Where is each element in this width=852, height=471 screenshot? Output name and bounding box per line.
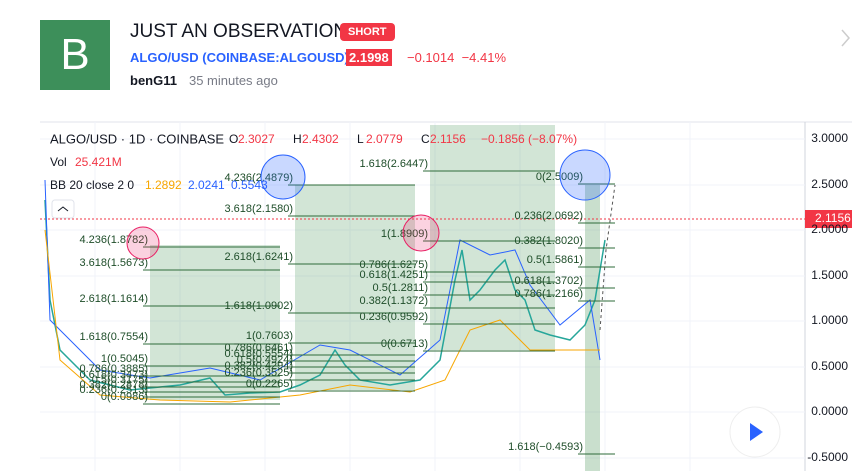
price-tick: 1.0000 bbox=[811, 313, 848, 327]
price-tick: 3.0000 bbox=[811, 131, 848, 145]
bb-basis bbox=[44, 229, 600, 403]
fib-label: 0.786(0.3885) bbox=[80, 363, 149, 375]
fib-label: 4.236(2.4879) bbox=[225, 172, 294, 184]
fib-label: 1(1.8909) bbox=[381, 228, 428, 240]
fib-label: 0.236(2.0692) bbox=[515, 210, 584, 222]
fib-label: 0.5(0.3175) bbox=[92, 374, 148, 386]
fib-label: 1.618(1.0902) bbox=[225, 300, 294, 312]
highlight-circle bbox=[260, 154, 306, 200]
vol-label: Vol bbox=[50, 155, 67, 169]
fib-label: 3.618(2.1580) bbox=[225, 203, 294, 215]
fib-label: 1(0.5045) bbox=[101, 353, 148, 365]
bb-upper bbox=[44, 179, 601, 381]
fib-label: 0(0.0986) bbox=[101, 391, 148, 403]
fib-label: 0.618(1.3702) bbox=[515, 275, 584, 287]
bb-label: BB 20 close 2 0 bbox=[50, 178, 134, 192]
price-tick: 1.5000 bbox=[811, 268, 848, 282]
bb-value: 1.2892 bbox=[145, 178, 182, 192]
fib-label: 0.786(1.2166) bbox=[515, 288, 584, 300]
change-pct: −4.41% bbox=[461, 50, 507, 65]
current-price-box bbox=[805, 210, 852, 228]
highlight-circle bbox=[126, 226, 160, 260]
change: −0.1014 −4.41% bbox=[407, 50, 506, 65]
collapse-button[interactable] bbox=[51, 199, 75, 219]
ohlc: O 2.3027 H 2.4302 L 2.0779 C 2.1156 −0.1856 (−8.… bbox=[229, 132, 577, 146]
ohlc-change: −0.1856 (−8.07%) bbox=[481, 132, 577, 146]
fib-label: 0.786(0.6461) bbox=[225, 342, 294, 354]
fib-label: 2.618(1.6241) bbox=[225, 251, 294, 263]
collapse-icon bbox=[57, 206, 69, 212]
price-tick: 2.5000 bbox=[811, 177, 848, 191]
price-series bbox=[44, 199, 606, 396]
fib-label: 2.618(1.1614) bbox=[80, 293, 149, 305]
next-arrow[interactable] bbox=[841, 29, 850, 47]
current-price: 2.1156 bbox=[815, 211, 851, 225]
time: 35 minutes ago bbox=[188, 73, 278, 88]
fib-label: 0.618(0.3473) bbox=[80, 369, 149, 381]
fib-label: 0.382(1.8020) bbox=[515, 235, 584, 247]
ohlc-value: 2.4302 bbox=[302, 132, 339, 146]
short-badge: SHORT bbox=[340, 23, 395, 41]
bb-value: 2.0241 bbox=[188, 178, 225, 192]
fib-label: 0.5(0.4924) bbox=[237, 354, 293, 366]
symbol-line[interactable]: ALGO/USD (COINBASE:ALGOUSD) bbox=[130, 50, 349, 65]
fib-zone bbox=[585, 185, 600, 471]
fib-zone bbox=[430, 125, 555, 350]
author-line: benG11 35 minutes ago bbox=[130, 73, 278, 88]
price: 2.1998 bbox=[346, 49, 392, 66]
legend-symbol: ALGO/USD · 1D · COINBASE bbox=[50, 131, 224, 146]
bb-value: 0.5543 bbox=[231, 178, 268, 192]
fib-label: 0(0.2265) bbox=[246, 378, 293, 390]
fib-label: 1.618(0.7554) bbox=[80, 331, 149, 343]
symbol[interactable]: ALGO/USD bbox=[130, 50, 199, 65]
projection bbox=[599, 184, 616, 331]
fib-label: 0.236(0.3525) bbox=[225, 367, 294, 379]
change-abs: −0.1014 bbox=[407, 50, 455, 65]
author[interactable]: benG11 bbox=[130, 73, 177, 88]
exchange[interactable]: (COINBASE:ALGOUSD) bbox=[202, 50, 349, 65]
fib-label: 0(2.5009) bbox=[536, 171, 583, 183]
highlight-circle bbox=[402, 214, 440, 252]
highlight-circle bbox=[559, 149, 611, 201]
fib-label: 0.236(0.9592) bbox=[360, 311, 429, 323]
fib-label: 0.618(0.5554) bbox=[225, 348, 294, 360]
fib-label: 0(0.6713) bbox=[381, 338, 428, 350]
fib-label: 1.618(2.6447) bbox=[360, 158, 429, 170]
fib-label: 0.618(1.4251) bbox=[360, 269, 429, 281]
ohlc-key: L bbox=[357, 132, 364, 146]
fib-label: 0.382(1.1372) bbox=[360, 295, 429, 307]
ohlc-key: O bbox=[229, 132, 238, 146]
fib-label: 0.786(1.6275) bbox=[360, 259, 429, 271]
price-tick: 0.0000 bbox=[811, 404, 848, 418]
fib-label: 0.382(0.4294) bbox=[225, 360, 294, 372]
play-icon bbox=[750, 423, 763, 441]
price-tick: -0.5000 bbox=[807, 450, 848, 464]
fib-label: 0.5(1.2811) bbox=[373, 282, 428, 294]
fib-label: 0.5(1.5861) bbox=[527, 254, 583, 266]
idea-title[interactable]: JUST AN OBSERVATION bbox=[130, 21, 348, 42]
fib-labels: 4.236(1.8782) 3.618(1.5673) 2.618(1.1614) 1… bbox=[80, 158, 615, 455]
ohlc-value: 2.0779 bbox=[366, 132, 403, 146]
ohlc-key: C bbox=[421, 132, 430, 146]
fib-label: 4.236(1.8782) bbox=[80, 234, 149, 246]
vol-value: 25.421M bbox=[75, 155, 122, 169]
grid bbox=[40, 122, 805, 471]
price-tick: 0.5000 bbox=[811, 359, 848, 373]
fib-label: 1(0.7603) bbox=[246, 330, 293, 342]
fib-label: 0.382(0.2878) bbox=[80, 379, 149, 391]
price-tick: 2.0000 bbox=[811, 222, 848, 236]
fib-label: 0.236(0.2513) bbox=[80, 384, 149, 396]
avatar[interactable]: B bbox=[40, 20, 110, 90]
ohlc-key: H bbox=[293, 132, 302, 146]
fib-label: 3.618(1.5673) bbox=[80, 257, 149, 269]
fib-label: 1.618(−0.4593) bbox=[508, 441, 583, 453]
fib-zone bbox=[295, 185, 415, 390]
ohlc-value: 2.3027 bbox=[238, 132, 275, 146]
ohlc-value: 2.1156 bbox=[430, 132, 466, 146]
